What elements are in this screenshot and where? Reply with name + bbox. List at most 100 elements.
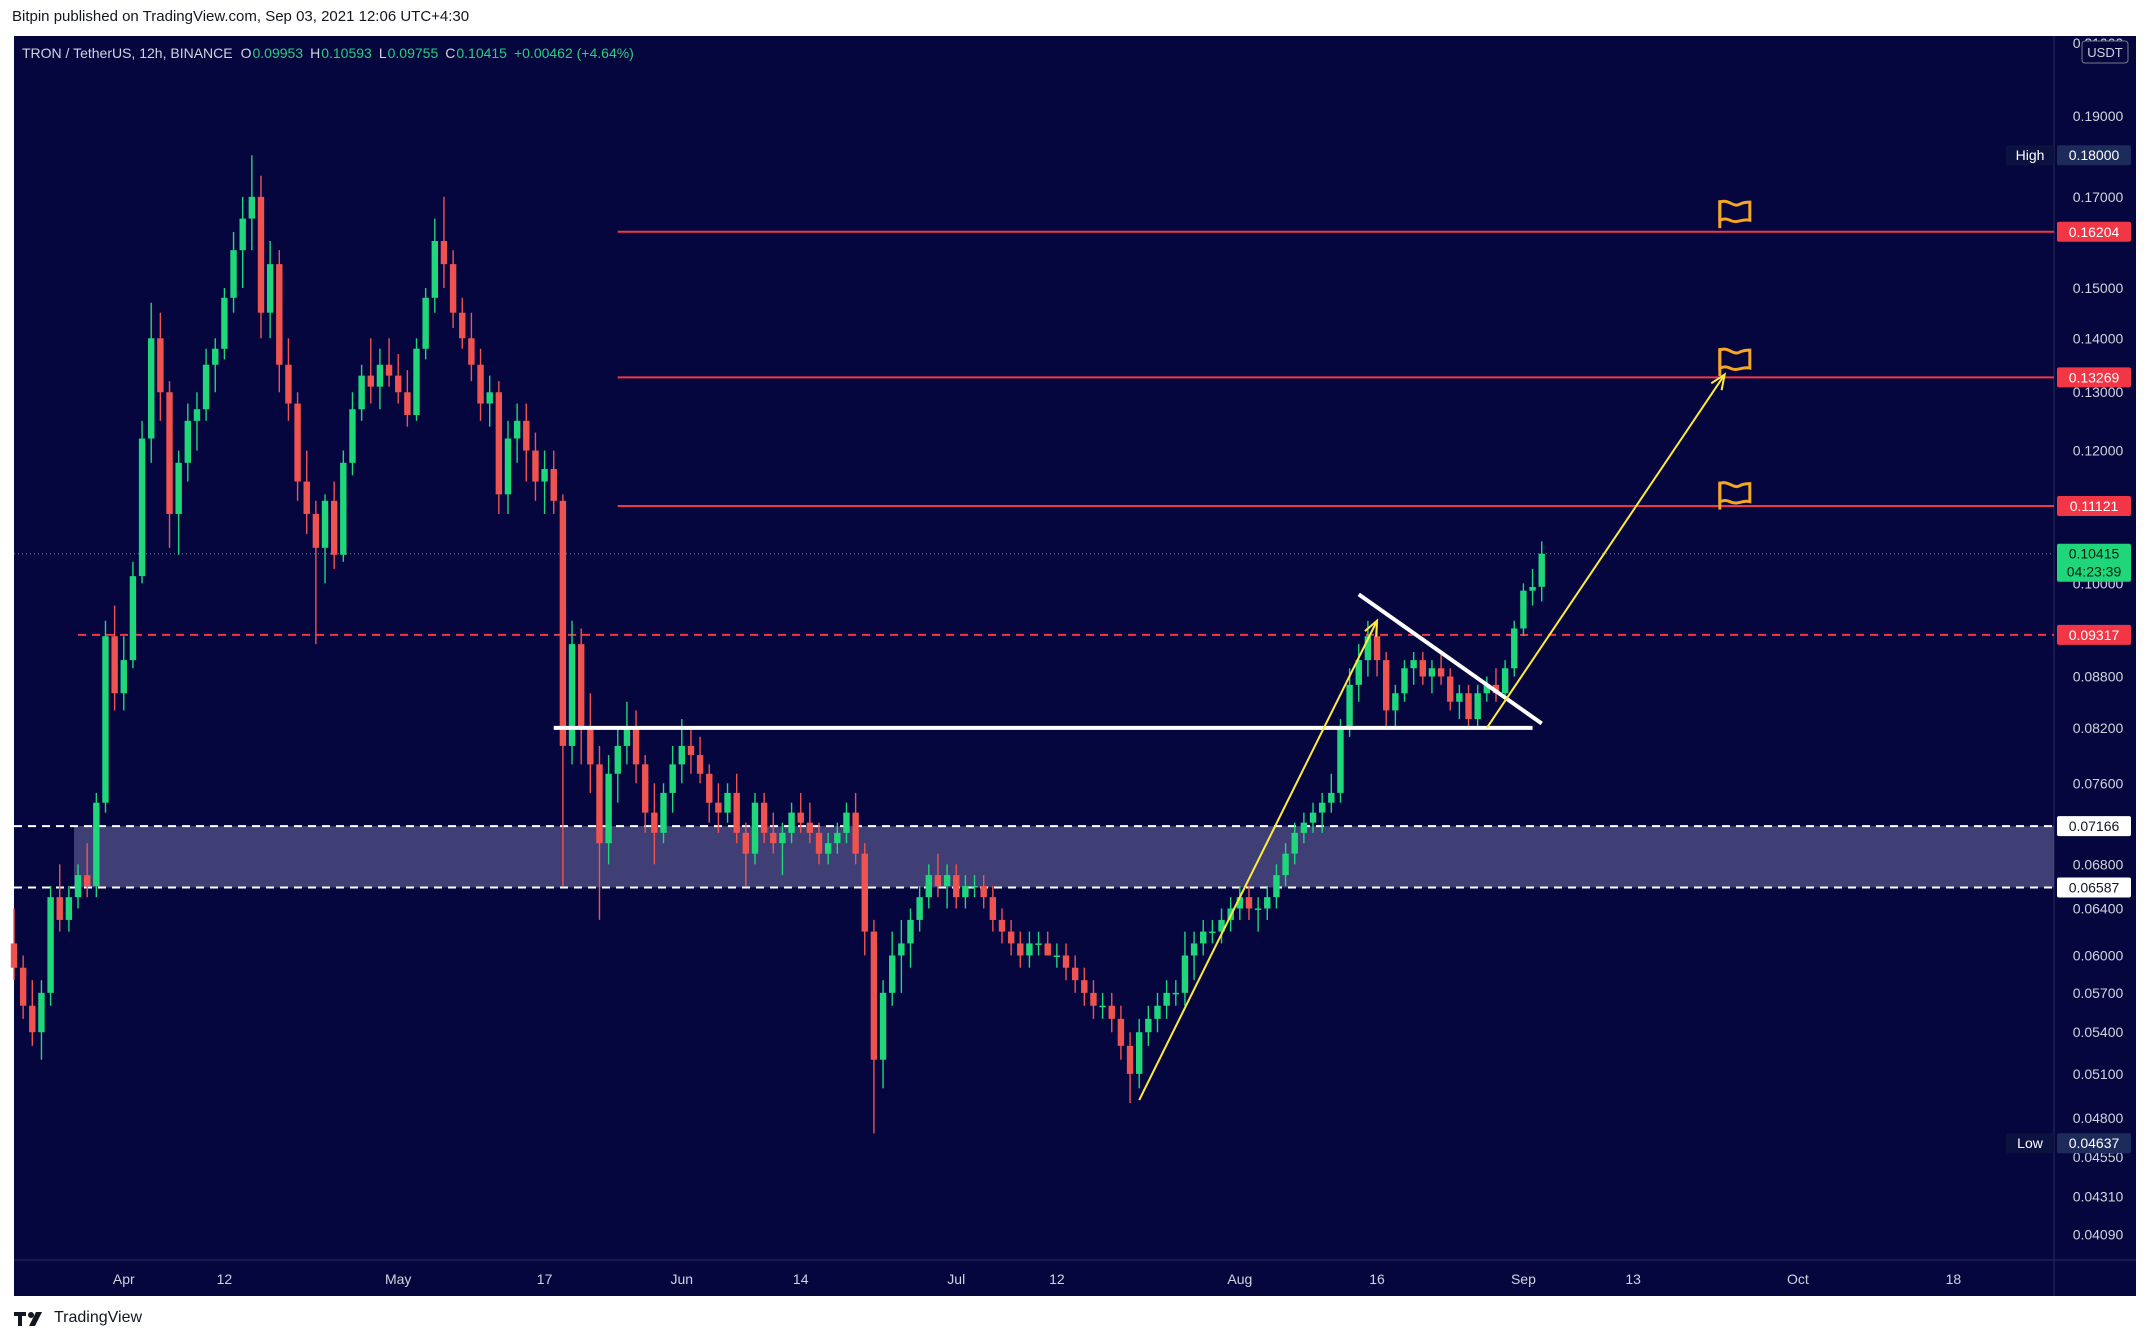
candle-body <box>632 727 640 765</box>
footer-brand[interactable]: TradingView <box>12 1308 142 1328</box>
candle-body <box>1474 693 1481 720</box>
y-tick-label: 0.05700 <box>2073 985 2124 1001</box>
candle-body <box>459 312 466 339</box>
candle-body <box>276 264 283 365</box>
candle-body <box>65 897 73 920</box>
candle-body <box>1447 676 1454 702</box>
candle-body <box>239 218 246 251</box>
arrow-head <box>1710 372 1727 391</box>
candle-body <box>1218 919 1225 932</box>
legend-l-value: 0.09755 <box>388 45 439 61</box>
candle-body <box>1172 992 1179 995</box>
legend-ohlc: O 0.09953 H 0.10593 L 0.09755 C 0.10415 … <box>241 45 634 61</box>
candle-body <box>285 364 292 404</box>
price-label: 0.09317 <box>2057 624 2131 645</box>
candle-body <box>642 764 649 813</box>
candle-body <box>678 745 686 765</box>
candle-body <box>513 420 521 439</box>
candle-body <box>1136 1032 1143 1074</box>
candle-body <box>1355 660 1362 685</box>
candle-body <box>1236 897 1244 909</box>
price-label: 0.06587 <box>2057 877 2131 898</box>
candle-body <box>74 875 82 898</box>
x-tick-label: Apr <box>113 1271 135 1287</box>
y-tick-label: 0.07600 <box>2073 775 2124 791</box>
x-tick-label: Jun <box>671 1271 694 1287</box>
candle-body <box>1163 992 1170 1006</box>
candle-body <box>1309 812 1317 823</box>
candle-body <box>614 745 621 774</box>
price-label-bg <box>2057 1133 2131 1154</box>
y-tick-label: 0.08800 <box>2073 668 2124 684</box>
candle-body <box>102 636 109 803</box>
candle-body <box>376 364 384 387</box>
candle-body <box>1117 1018 1125 1046</box>
countdown-label: 04:23:39 <box>2067 564 2122 580</box>
candle-body <box>202 364 210 410</box>
currency-badge[interactable]: USDT <box>2081 40 2129 64</box>
candle-body <box>358 375 365 410</box>
candle-body <box>724 792 731 813</box>
candle-body <box>1410 660 1417 669</box>
candle-body <box>651 812 658 833</box>
candle-body <box>1511 628 1518 669</box>
candle-body <box>934 875 942 887</box>
candle-body <box>1126 1045 1134 1074</box>
candle-body <box>166 392 173 514</box>
candle-body <box>404 392 411 416</box>
price-label-bg <box>2057 495 2131 516</box>
candle-body <box>980 886 987 898</box>
x-tick-label: Oct <box>1787 1271 1809 1287</box>
y-tick-label: 0.17000 <box>2073 189 2124 205</box>
legend-c-label: C <box>445 45 455 61</box>
candle-body <box>925 875 932 898</box>
candle-body <box>1529 587 1536 591</box>
candle-body <box>1428 668 1436 677</box>
candle-body <box>715 802 722 813</box>
candle-body <box>523 420 530 451</box>
candle-body <box>504 438 512 495</box>
candle-body <box>1007 931 1015 944</box>
candle-body <box>843 812 850 833</box>
candle-body <box>1538 553 1545 587</box>
candle-body <box>760 802 768 833</box>
candle-body <box>1264 897 1271 909</box>
candle-body <box>175 462 182 514</box>
price-tag-bg <box>2006 145 2054 166</box>
candle-body <box>440 240 448 265</box>
price-label-bg <box>2057 816 2131 837</box>
price-label-bg <box>2057 145 2131 166</box>
x-tick-label: 14 <box>793 1271 809 1287</box>
plot-background <box>14 36 2054 1260</box>
legend-c-value: 0.10415 <box>456 45 507 61</box>
candle-body <box>779 832 786 844</box>
price-label-text: 0.09317 <box>2069 627 2120 643</box>
candle-body <box>669 764 676 793</box>
y-tick-label: 0.06400 <box>2073 900 2124 916</box>
candle-body <box>303 481 310 514</box>
candle-body <box>1456 693 1463 702</box>
y-tick-label: 0.13000 <box>2073 384 2124 400</box>
candle-body <box>1154 1005 1161 1019</box>
candle-body <box>1273 875 1280 898</box>
candle-body <box>806 822 814 833</box>
candle-body <box>943 875 951 887</box>
candle-body <box>1300 822 1308 833</box>
x-tick-label: 12 <box>217 1271 233 1287</box>
price-label: 0.13269 <box>2057 367 2131 388</box>
candle-body <box>788 812 795 833</box>
candle-body <box>1026 943 1033 956</box>
candle-body <box>486 392 493 404</box>
candle-body <box>330 500 338 555</box>
demand-zone <box>74 826 2054 888</box>
candle-body <box>879 992 887 1060</box>
price-chart[interactable]: 0.210000.190000.170000.150000.140000.130… <box>0 0 2151 1300</box>
candle-body <box>1337 727 1344 793</box>
candle-body <box>1328 792 1335 803</box>
tradingview-logo-icon <box>14 1312 42 1326</box>
target-flag-icon <box>1718 481 1752 510</box>
candle-body <box>916 897 923 920</box>
candle-body <box>266 264 274 313</box>
candle-body <box>1419 660 1426 677</box>
projection-arrow-2 <box>1485 373 1726 729</box>
